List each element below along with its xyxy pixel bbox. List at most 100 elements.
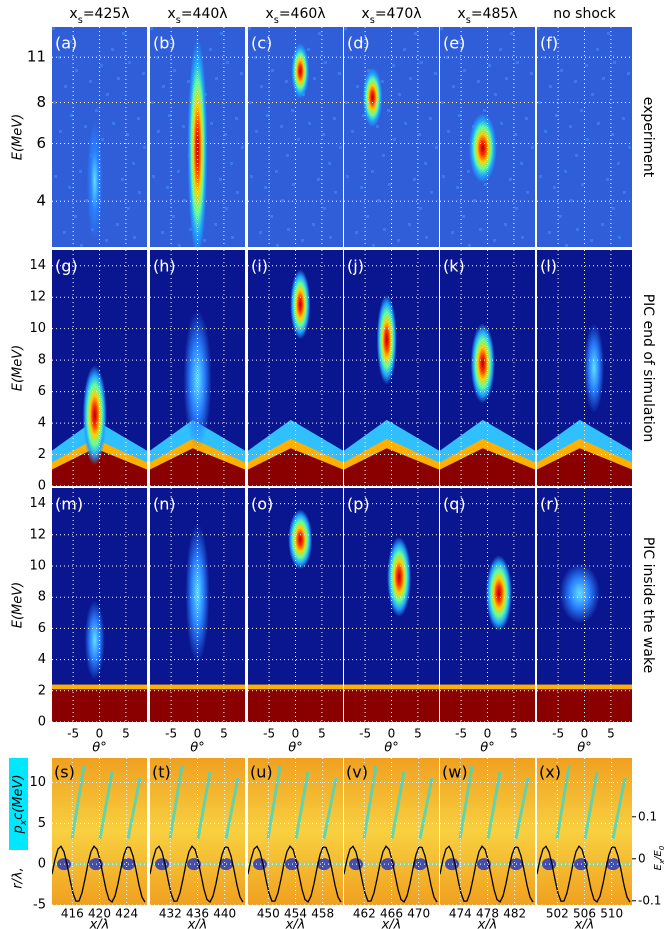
noise <box>628 146 631 149</box>
noise <box>345 101 348 104</box>
noise <box>329 236 332 239</box>
noise <box>361 40 364 43</box>
x-axis-label: x/λ <box>89 918 110 929</box>
noise <box>167 40 170 43</box>
panel: (s) <box>52 758 147 905</box>
panel: (t) <box>150 758 245 905</box>
y2-tick-label: 0 <box>638 851 646 865</box>
y-tick-label: 0 <box>38 715 46 730</box>
noise <box>255 130 258 133</box>
noise <box>264 186 267 189</box>
panel: (c) <box>248 27 343 247</box>
noise <box>409 77 412 80</box>
noise <box>143 146 146 149</box>
field-line <box>150 845 244 903</box>
noise <box>408 223 411 226</box>
x-tick-label: 5 <box>510 727 518 741</box>
noise <box>162 85 165 88</box>
noise <box>543 56 546 59</box>
x-tick-label: 5 <box>122 727 130 741</box>
noise <box>137 117 140 120</box>
text-part: x <box>69 6 77 22</box>
field-line <box>537 845 631 903</box>
noise <box>457 40 460 43</box>
y-tick-label: 0 <box>38 857 46 872</box>
panel-label: (x) <box>539 763 561 782</box>
noise <box>286 154 289 157</box>
noise <box>152 175 155 178</box>
noise <box>313 77 316 80</box>
noise <box>596 48 599 51</box>
panel-label: (f) <box>540 34 558 53</box>
noise <box>281 199 284 202</box>
noise <box>156 56 159 59</box>
panel-label: (h) <box>153 257 176 276</box>
y-tick-label: 4 <box>38 652 46 667</box>
particle-streak <box>583 771 599 840</box>
y-tick-label: 8 <box>38 590 46 605</box>
noise <box>602 77 605 80</box>
noise <box>203 239 206 242</box>
noise <box>585 64 588 67</box>
field-line <box>344 845 438 903</box>
y-tick-label: 5 <box>38 816 46 831</box>
noise <box>601 223 604 226</box>
x-tick-label: 462 <box>353 907 376 921</box>
noise <box>323 207 326 210</box>
noise <box>69 40 72 43</box>
noise <box>371 170 374 173</box>
noise <box>419 207 422 210</box>
panel-label: (l) <box>540 257 557 276</box>
y-axis-label-highlight: pxc(MeV) <box>11 774 29 834</box>
noise <box>53 101 56 104</box>
noise <box>172 215 175 218</box>
x-tick-label: 440 <box>213 907 236 921</box>
beam-blob <box>584 323 604 413</box>
noise <box>493 239 496 242</box>
noise <box>569 125 572 128</box>
low-energy-core <box>344 448 439 486</box>
noise <box>328 162 331 165</box>
beam-blob <box>362 67 383 128</box>
noise <box>555 114 558 117</box>
noise <box>126 133 129 136</box>
text-part: /E <box>653 849 664 860</box>
noise <box>308 122 311 125</box>
panel-label: (g) <box>55 257 78 276</box>
panel-label: (c) <box>251 34 272 53</box>
noise <box>346 175 349 178</box>
particle-streak <box>98 771 114 840</box>
y-tick-label: 6 <box>36 134 46 152</box>
noise <box>425 236 428 239</box>
noise <box>607 32 610 35</box>
beam-blob <box>291 43 310 99</box>
x-tick-label: 482 <box>503 907 526 921</box>
noise <box>387 109 390 112</box>
noise <box>510 32 513 35</box>
noise <box>138 191 141 194</box>
noise <box>514 133 517 136</box>
x-tick-label: -5 <box>263 727 275 741</box>
beam-blob <box>485 555 512 632</box>
noise <box>112 122 115 125</box>
noise <box>84 125 87 128</box>
noise <box>101 138 104 141</box>
column-header: xs=470λ <box>361 6 421 26</box>
noise <box>430 191 433 194</box>
low-energy-core <box>52 689 147 722</box>
y2-tick-label: 0.1 <box>638 809 657 823</box>
x-axis-label: x/λ <box>187 918 208 929</box>
noise <box>215 77 218 80</box>
panel: (j) <box>344 250 439 486</box>
beam-blob <box>86 121 103 241</box>
x-tick-label: 0 <box>484 727 492 741</box>
noise <box>344 27 347 30</box>
noise <box>356 85 359 88</box>
noise <box>210 122 213 125</box>
y2-axis-label: Ex/E0 <box>653 845 666 870</box>
x-tick-label: -5 <box>67 727 79 741</box>
x-tick-label: -5 <box>165 727 177 741</box>
noise <box>525 117 528 120</box>
particle-streak <box>418 777 434 840</box>
low-energy-core <box>248 689 343 722</box>
